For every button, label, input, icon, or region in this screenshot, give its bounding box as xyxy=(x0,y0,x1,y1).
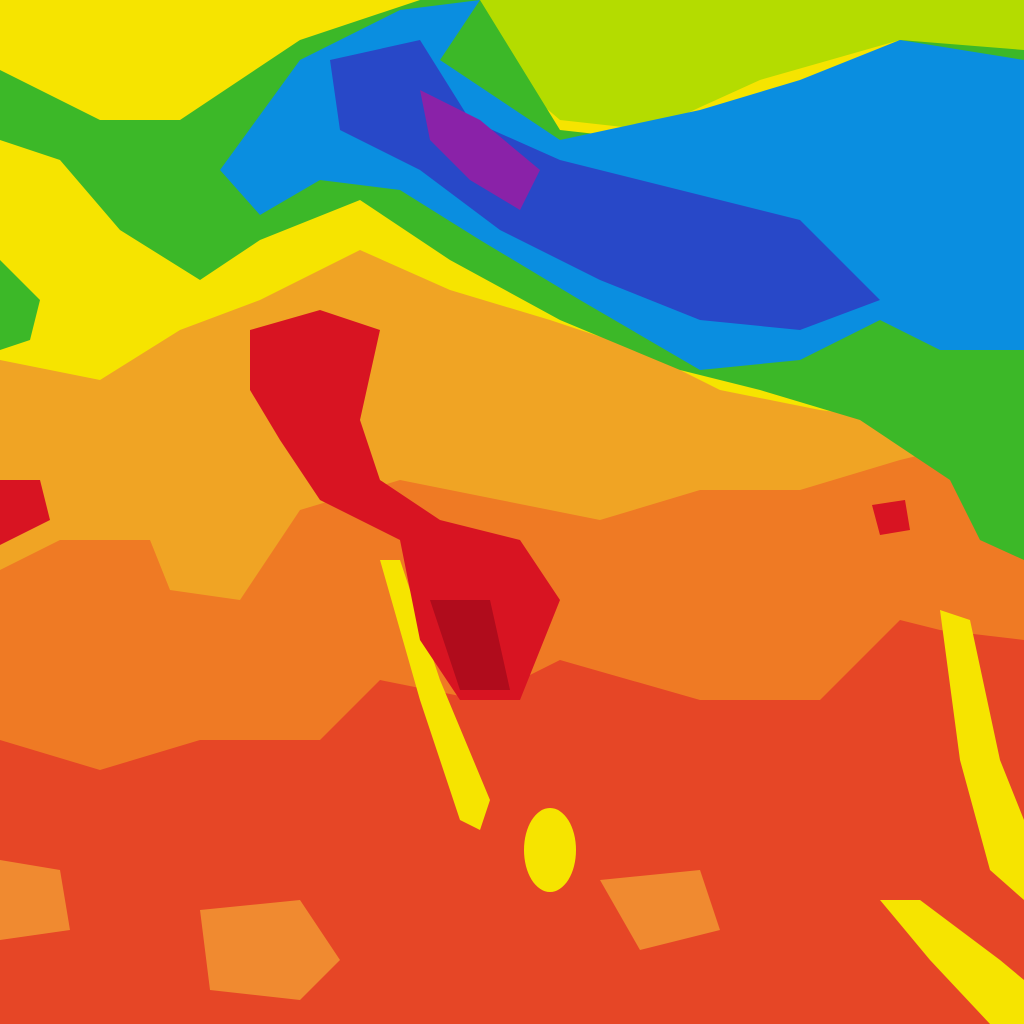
purple-zone xyxy=(420,90,540,210)
yellow-streaks xyxy=(380,560,1024,1024)
red-west-patch xyxy=(0,480,50,545)
yellow-green-top-right xyxy=(420,0,1024,130)
dark-red-core xyxy=(430,600,510,690)
green-west-streaks xyxy=(0,260,40,350)
red-east-patch xyxy=(872,500,910,535)
pale-orange-patches xyxy=(0,860,720,1000)
dark-blue-zone xyxy=(330,40,880,330)
